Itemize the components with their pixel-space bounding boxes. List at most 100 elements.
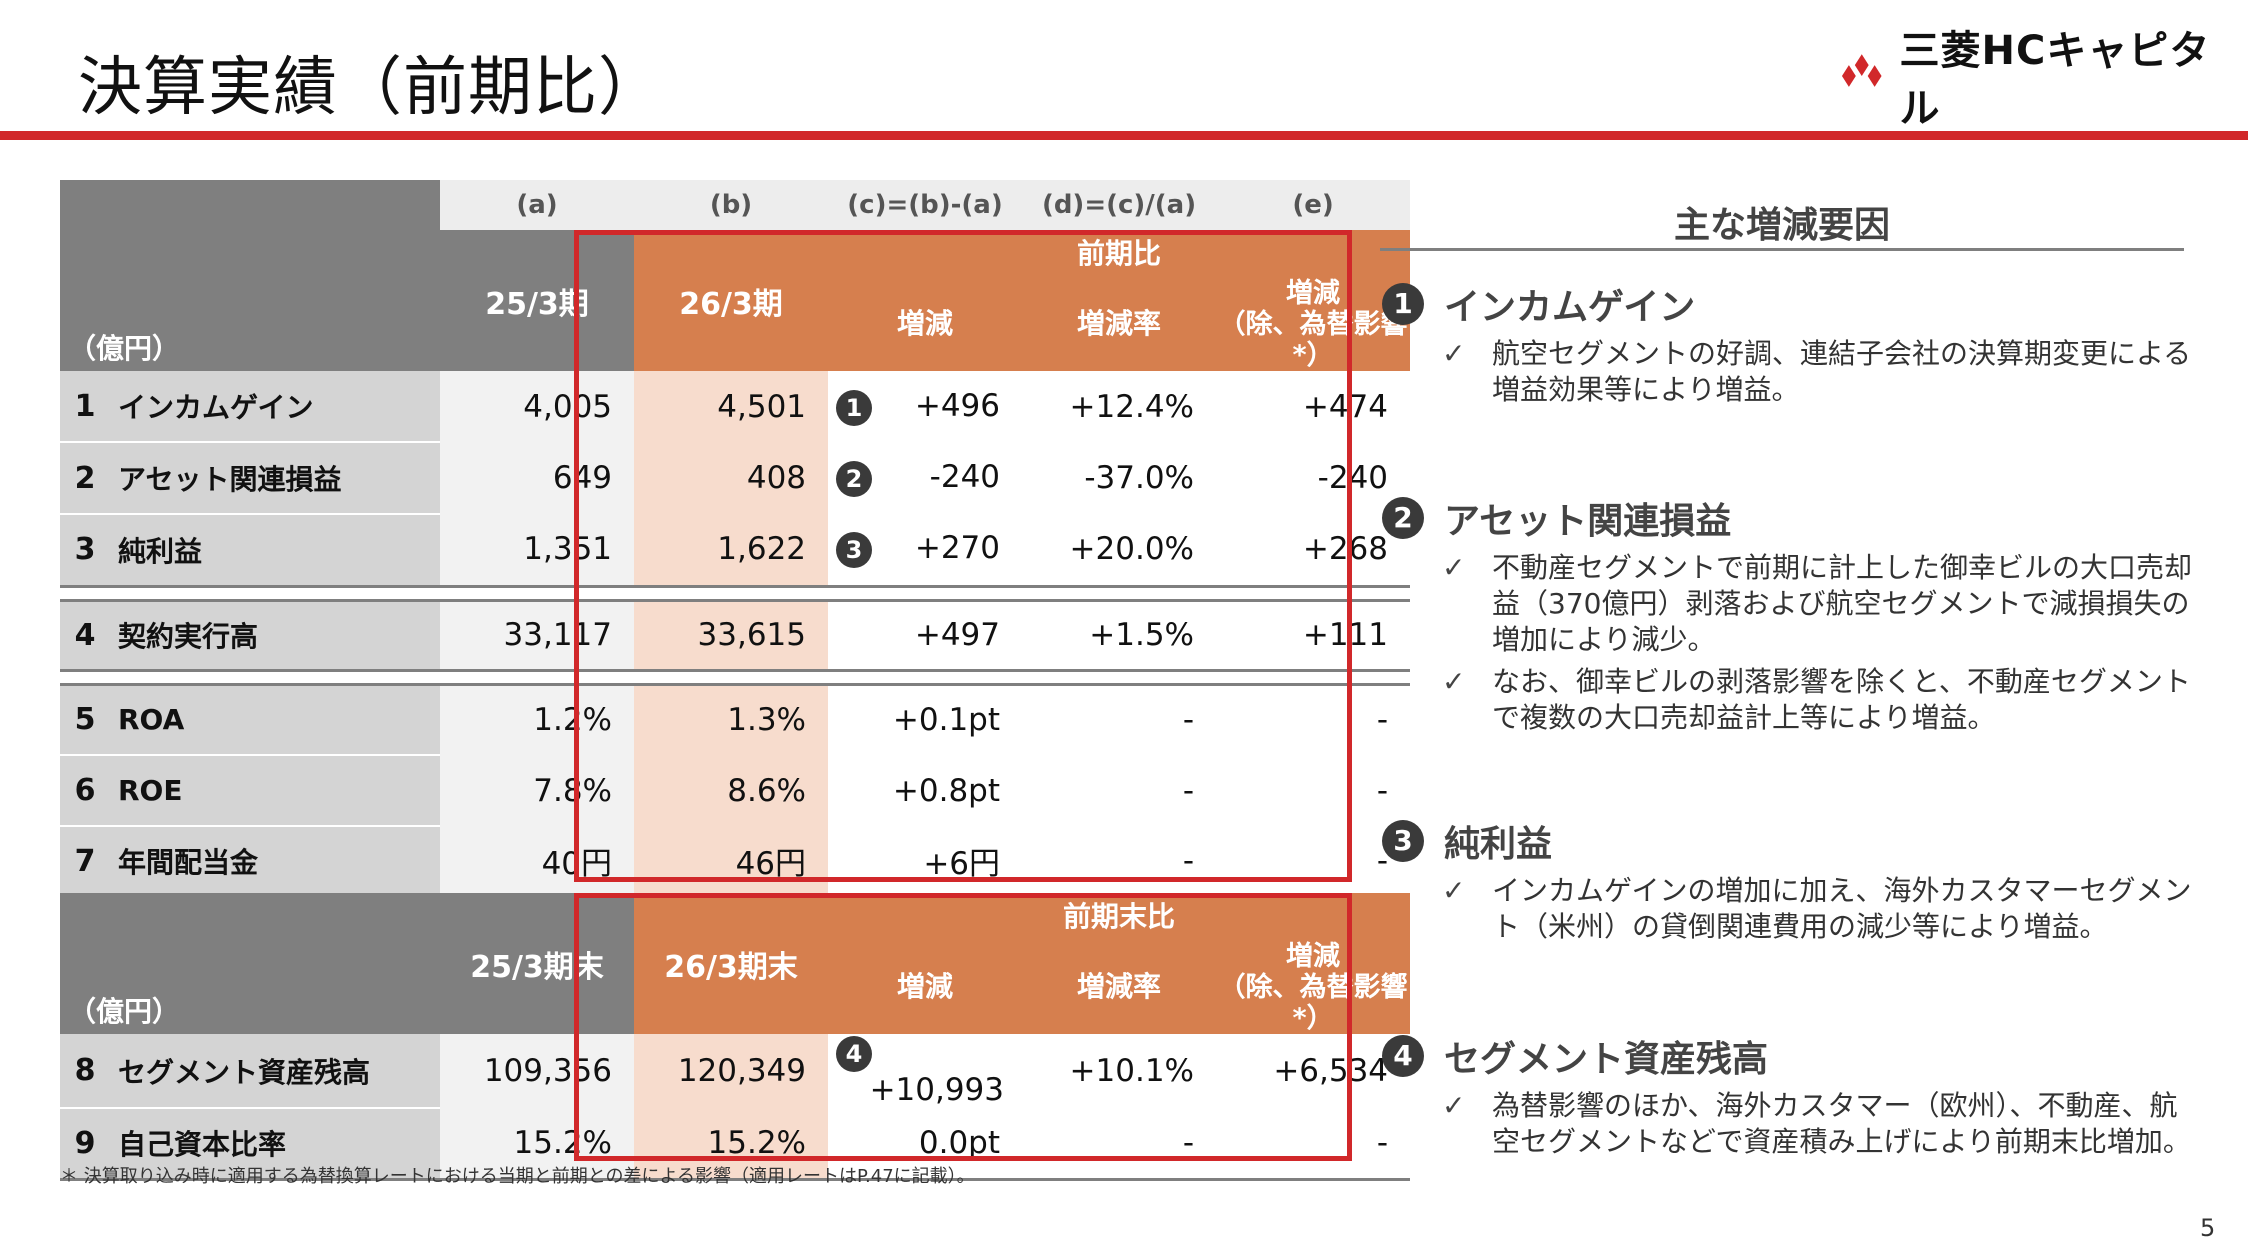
- factors-title: 主な増減要因: [1673, 205, 1890, 246]
- value-change: 0.0pt: [828, 1108, 1023, 1181]
- sub-header-change: 増減: [828, 941, 1023, 1035]
- value-current: 46円: [634, 826, 829, 899]
- table-row: 6 ROE 7.8% 8.6% +0.8pt - -: [60, 755, 1411, 828]
- value-change-exfx: -: [1216, 755, 1411, 827]
- row-label: アセット関連損益: [110, 442, 441, 516]
- value-current: 408: [634, 442, 829, 515]
- factor-asset-gains: 2 アセット関連損益 ✓ 不動産セグメントで前期に計上した御幸ビルの大口売却益（3…: [1382, 492, 2202, 742]
- value-change: 3 +270: [828, 514, 1023, 587]
- value-change: 1 +496: [828, 371, 1023, 443]
- value-rate: +10.1%: [1022, 1034, 1217, 1109]
- logo-text: 三菱HCキャピタル: [1899, 28, 2211, 132]
- factor-number-badge: 2: [1382, 497, 1424, 539]
- factor-heading: インカムゲイン: [1444, 287, 1696, 328]
- value-rate: -: [1022, 684, 1217, 756]
- row-label: 自己資本比率: [110, 1108, 441, 1181]
- sub-header-change-exfx: 増減 （除、為替影響*）: [1216, 941, 1411, 1035]
- table-row: 5 ROA 1.2% 1.3% +0.1pt - -: [60, 684, 1411, 757]
- col-code-b: (b): [634, 180, 829, 230]
- sub-header-rate: 増減率: [1022, 941, 1217, 1035]
- factor-bullet: ✓ 航空セグメントの好調、連結子会社の決算期変更による増益効果等により増益。: [1442, 336, 2202, 408]
- row-label: ROE: [110, 755, 441, 828]
- value-change: +497: [828, 600, 1023, 671]
- factor-number-badge: 1: [1382, 283, 1424, 325]
- value-current: 8.6%: [634, 755, 829, 827]
- value-rate: -: [1022, 826, 1217, 899]
- col-code-d: (d)=(c)/(a): [1022, 180, 1217, 230]
- col-code-c: (c)=(b)-(a): [828, 180, 1023, 230]
- row-number: 6: [60, 755, 110, 828]
- value-rate: -: [1022, 1108, 1217, 1181]
- row-number: 4: [60, 600, 110, 672]
- factor-bullet-text: インカムゲインの増加に加え、海外カスタマーセグメント（米州）の貸倒関連費用の減少…: [1492, 874, 2192, 943]
- factor-marker-4: 4: [836, 1036, 873, 1073]
- factor-heading: アセット関連損益: [1444, 501, 1732, 542]
- row-label: 純利益: [110, 514, 441, 588]
- value-rate: -37.0%: [1022, 442, 1217, 515]
- table-row: 1 インカムゲイン 4,005 4,501 1 +496 +12.4% +474: [60, 371, 1411, 444]
- table-row: 4 契約実行高 33,117 33,615 +497 +1.5% +111: [60, 600, 1411, 672]
- value-current: 1.3%: [634, 684, 829, 756]
- check-icon: ✓: [1442, 551, 1466, 584]
- factor-bullet-text: なお、御幸ビルの剥落影響を除くと、不動産セグメントで複数の大口売却益計上等により…: [1492, 665, 2191, 734]
- value-change-text: +496: [914, 387, 1001, 424]
- col-header-prior: 25/3期末: [440, 893, 635, 1035]
- row-label: セグメント資産残高: [110, 1034, 441, 1110]
- row-number: 8: [60, 1034, 110, 1110]
- factor-income-gain: 1 インカムゲイン ✓ 航空セグメントの好調、連結子会社の決算期変更による増益効果…: [1382, 278, 2202, 414]
- value-prior: 4,005: [440, 371, 635, 443]
- three-diamonds-icon: [1841, 54, 1882, 87]
- balance-table: （億円） 25/3期末 26/3期末 前期末比 増減 増減率 増減 （除、為替影…: [60, 893, 1411, 1181]
- value-current: 1,622: [634, 514, 829, 587]
- check-icon: ✓: [1442, 337, 1466, 370]
- row-number: 2: [60, 442, 110, 516]
- company-logo: 三菱HCキャピタル: [1838, 28, 2248, 132]
- table-row: 7 年間配当金 40円 46円 +6円 - -: [60, 826, 1411, 899]
- value-prior: 1,351: [440, 514, 635, 587]
- factor-marker-1: 1: [836, 389, 873, 426]
- row-number: 9: [60, 1108, 110, 1181]
- value-change: +6円: [828, 826, 1023, 899]
- value-change-exfx: +111: [1216, 600, 1411, 671]
- row-number: 5: [60, 684, 110, 757]
- sub-header-change: 増減: [828, 278, 1023, 372]
- col-code-a: (a): [440, 180, 635, 230]
- value-current: 120,349: [634, 1034, 829, 1109]
- value-change-exfx: -: [1216, 1108, 1411, 1181]
- factor-marker-2: 2: [836, 461, 873, 498]
- factor-segment-assets: 4 セグメント資産残高 ✓ 為替影響のほか、海外カスタマー（欧州）、不動産、航空セ…: [1382, 1030, 2202, 1166]
- value-prior: 7.8%: [440, 755, 635, 827]
- group-header-vs-prior-end: 前期末比: [828, 893, 1411, 941]
- check-icon: ✓: [1442, 665, 1466, 698]
- value-current: 15.2%: [634, 1108, 829, 1181]
- factor-number-badge: 3: [1382, 820, 1424, 862]
- value-change-exfx: +474: [1216, 371, 1411, 443]
- value-prior: 33,117: [440, 600, 635, 671]
- sub-header-change-exfx-line1: 増減: [1286, 278, 1341, 309]
- page-number: 5: [2200, 1214, 2216, 1242]
- factor-bullet: ✓ 為替影響のほか、海外カスタマー（欧州）、不動産、航空セグメントなどで資産積み上…: [1442, 1088, 2202, 1160]
- value-rate: +20.0%: [1022, 514, 1217, 587]
- value-current: 33,615: [634, 600, 829, 671]
- unit-label: （億円）: [60, 180, 441, 372]
- value-change-text: +270: [914, 530, 1001, 567]
- col-header-current: 26/3期: [634, 230, 829, 372]
- page-title: 決算実績（前期比）: [78, 51, 663, 125]
- col-header-prior: 25/3期: [440, 230, 635, 372]
- factor-bullet-text: 航空セグメントの好調、連結子会社の決算期変更による増益効果等により増益。: [1492, 337, 2192, 406]
- value-change-exfx: +268: [1216, 514, 1411, 587]
- value-prior: 649: [440, 442, 635, 515]
- row-number: 3: [60, 514, 110, 588]
- col-header-current: 26/3期末: [634, 893, 829, 1035]
- factor-bullet: ✓ なお、御幸ビルの剥落影響を除くと、不動産セグメントで複数の大口売却益計上等によ…: [1442, 664, 2202, 736]
- value-rate: -: [1022, 755, 1217, 827]
- value-change-exfx: -: [1216, 684, 1411, 756]
- value-change: 4 +10,993: [828, 1034, 1023, 1109]
- value-change-exfx: +6,534: [1216, 1034, 1411, 1109]
- sub-header-change-exfx-line1: 増減: [1286, 941, 1341, 972]
- header-divider: [0, 131, 2248, 140]
- value-change-exfx: -240: [1216, 442, 1411, 515]
- value-prior: 15.2%: [440, 1108, 635, 1181]
- factors-divider: [1380, 248, 2184, 251]
- row-label: 年間配当金: [110, 826, 441, 899]
